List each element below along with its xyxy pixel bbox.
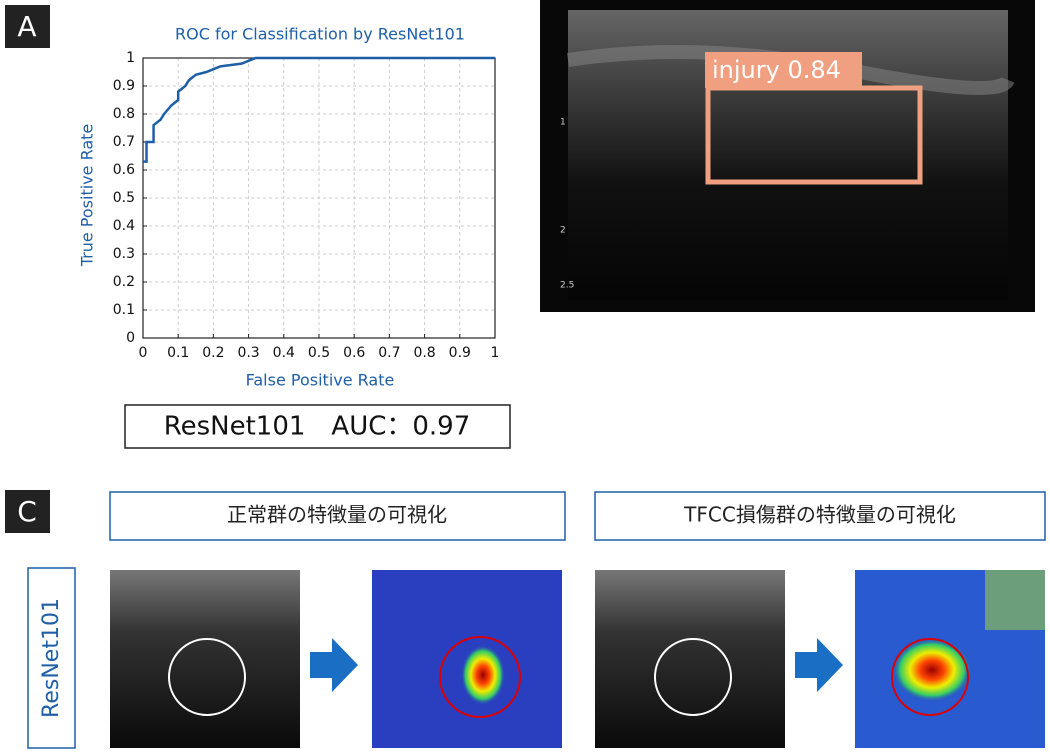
y-tick-label: 0.6 [113, 162, 135, 178]
header-box [109, 491, 566, 541]
ultrasound-image [595, 570, 785, 748]
roi-circle [439, 636, 521, 718]
y-tick-label: 1 [126, 50, 135, 66]
y-tick-label: 0 [126, 330, 135, 346]
heatmap-region [985, 570, 1045, 630]
label-box [5, 490, 50, 533]
row-label: ResNet101 [39, 598, 64, 718]
x-tick-label: 0.6 [343, 345, 365, 361]
x-tick-label: 0.2 [202, 345, 224, 361]
x-axis-label: False Positive Rate [246, 371, 395, 390]
hotspot [892, 638, 972, 702]
x-tick-label: 0.7 [378, 345, 400, 361]
arrow [795, 638, 843, 692]
y-tick-label: 0.8 [113, 106, 135, 122]
roc-curve [143, 56, 495, 163]
ultrasound-image [110, 570, 300, 748]
x-tick-label: 0.8 [413, 345, 435, 361]
roi-circle [168, 638, 246, 716]
y-tick-label: 0.4 [113, 218, 135, 234]
y-tick-label: 0.9 [113, 78, 135, 94]
hotspot [461, 645, 505, 705]
x-tick-label: 1 [491, 345, 500, 361]
auc-box [124, 404, 511, 449]
roi-circle [654, 638, 732, 716]
header: 正常群の特徴量の可視化 [227, 503, 447, 527]
x-tick-label: 0.5 [308, 345, 330, 361]
detection-label: injury 0.84 [712, 56, 841, 84]
chart-title: ROC for Classification by ResNet101 [175, 25, 465, 44]
x-tick-label: 0.4 [273, 345, 295, 361]
x-tick-label: 0.1 [167, 345, 189, 361]
x-tick-label: 0 [139, 345, 148, 361]
x-tick-label: 0.3 [237, 345, 259, 361]
y-tick-label: 0.1 [113, 302, 135, 318]
y-tick-label: 0.7 [113, 134, 135, 150]
x-tick-label: 0.9 [449, 345, 471, 361]
header: TFCC損傷群の特徴量の可視化 [683, 503, 956, 527]
label-box [5, 5, 50, 48]
depth-mark: 2.5 [560, 281, 574, 291]
y-axis-label: True Positive Rate [78, 124, 97, 268]
panel-label: C [17, 495, 37, 528]
y-tick-label: 0.3 [113, 246, 135, 262]
panel-label: A [17, 10, 36, 43]
detection-label-bg [705, 52, 862, 88]
arrow [310, 638, 358, 692]
depth-mark: 1 [560, 118, 566, 128]
auc-text: ResNet101 AUC：0.97 [164, 412, 471, 442]
y-tick-label: 0.2 [113, 274, 135, 290]
depth-mark: 2 [560, 226, 566, 236]
roc-chart: ROC for Classification by ResNet101 Fals… [78, 25, 500, 390]
y-tick-label: 0.5 [113, 190, 135, 206]
row-label-box [27, 567, 76, 749]
header-box [594, 491, 1046, 541]
roi-circle [891, 638, 969, 716]
